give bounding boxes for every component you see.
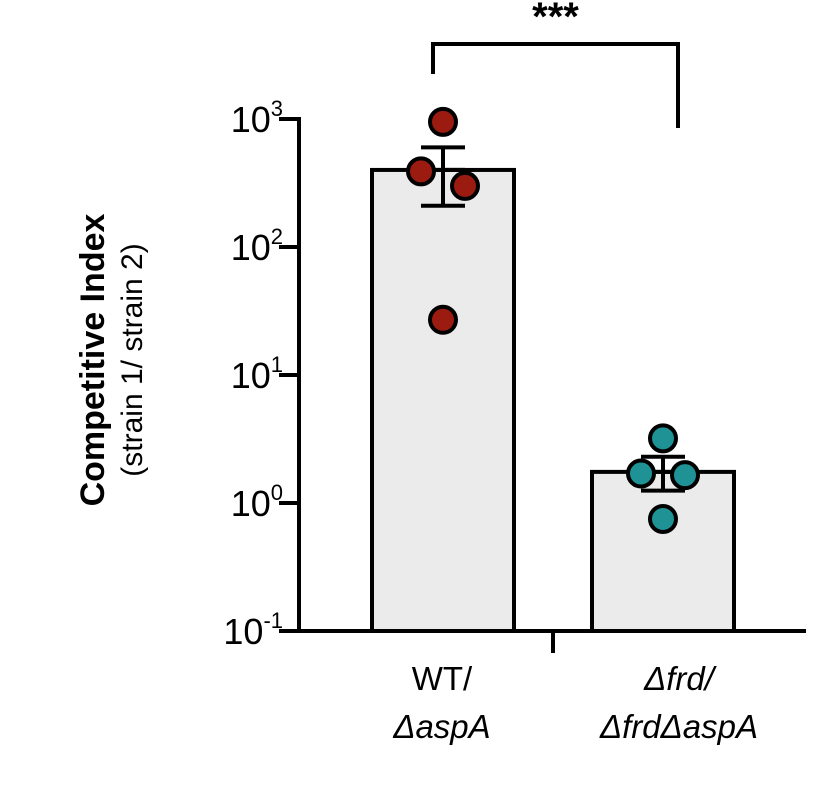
y-tick-label-3: 103 (231, 96, 283, 140)
y-axis-label: Competitive Index (74, 213, 112, 506)
data-point-1-2 (406, 156, 436, 187)
data-point-1-4 (428, 304, 458, 335)
y-axis-title: Competitive Index (strain 1/ strain 2) (74, 213, 149, 506)
data-point-2-1 (648, 423, 678, 454)
y-axis-sublabel: (strain 1/ strain 2) (116, 243, 149, 476)
data-point-2-2 (626, 458, 656, 489)
significance-bracket (431, 42, 680, 128)
category-label-2-line2: ΔfrdΔaspA (599, 708, 758, 745)
category-label-1-line2: ΔaspA (392, 708, 490, 745)
data-point-2-4 (648, 503, 678, 534)
y-tick-label-0: 100 (231, 480, 283, 524)
y-tick-label-1: 101 (231, 352, 283, 396)
category-label-1-line1: WT/ (412, 660, 473, 697)
data-point-2-3 (670, 460, 700, 491)
data-point-1-3 (450, 170, 480, 201)
data-point-1-1 (428, 106, 458, 137)
y-tick-label--1: 10-1 (223, 608, 283, 652)
bar-1 (370, 167, 516, 634)
significance-label: *** (532, 0, 579, 39)
bar-2 (590, 469, 736, 634)
category-label-2-line1: Δfrd/ (643, 660, 717, 697)
y-tick-label-2: 102 (231, 224, 283, 268)
